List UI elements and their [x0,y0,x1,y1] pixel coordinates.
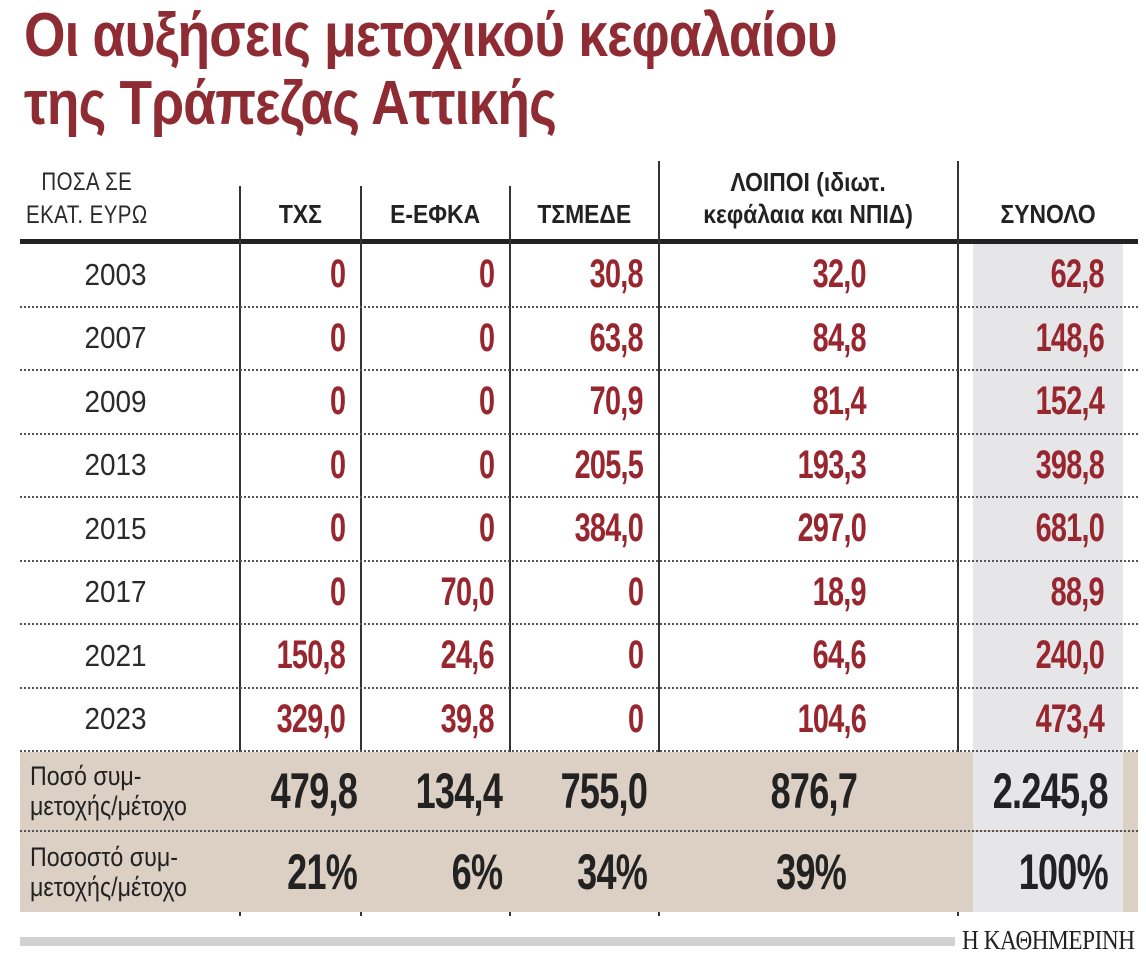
total-summary: 2.245,8 [992,763,1109,819]
total-cell: 62,8 [1050,252,1105,297]
column-divider [509,186,511,916]
txs-cell: 0 [329,315,346,360]
tsmede-cell: 205,5 [574,442,644,487]
header-loipoi: ΛΟΙΠΟΙ (ιδιωτ. κεφάλαια και ΝΠΙΔ) [659,156,958,240]
title-line-2: της Τράπεζας Αττικής [24,69,557,138]
title-line-1: Οι αυξήσεις μετοχικού κεφαλαίου [24,1,838,70]
header-loipoi-line-1: ΛΟΙΠΟΙ (ιδιωτ. [730,167,887,197]
loipoi-cell: 18,9 [812,569,867,614]
loipoi-cell: 32,0 [812,252,867,297]
header-rule [20,239,1138,244]
total-cell: 240,0 [1035,633,1105,678]
year-cell: 2017 [83,574,147,610]
total-cell: 152,4 [1035,379,1105,424]
total-column-background [973,752,1123,830]
tsmede-cell: 0 [627,633,644,678]
table-row: 2023 329,0 39,8 0 104,6 473,4 [20,689,1138,752]
loipoi-cell: 104,6 [797,696,867,741]
loipoi-cell: 297,0 [797,506,867,551]
tsmede-cell: 63,8 [589,315,644,360]
efka-cell: 0 [478,315,495,360]
table-row: 2003 0 0 30,8 32,0 62,8 [20,244,1138,308]
year-cell: 2007 [83,320,147,356]
header-efka: Ε-ΕΦΚΑ [390,199,481,229]
loipoi-cell: 64,6 [812,633,867,678]
header-total: ΣΥΝΟΛΟ [1000,199,1096,229]
table-row: 2013 0 0 205,5 193,3 398,8 [20,435,1138,498]
efka-cell: 24,6 [440,633,495,678]
summary-label: Ποσό συμ-μετοχής/μέτοχο [30,761,187,821]
summary-row-amount: Ποσό συμ-μετοχής/μέτοχο 479,8 134,4 755,… [20,752,1138,832]
tsmede-summary: 34% [577,844,648,900]
table-row: 2007 0 0 63,8 84,8 148,6 [20,308,1138,371]
loipoi-cell: 84,8 [812,315,867,360]
table-row: 2009 0 0 70,9 81,4 152,4 [20,371,1138,435]
chart-title: Οι αυξήσεις μετοχικού κεφαλαίου της Τράπ… [24,1,838,138]
txs-cell: 0 [329,252,346,297]
publisher-logo: Η ΚΑΘΗΜΕΡΙΝΗ [962,925,1135,955]
tsmede-cell: 0 [627,696,644,741]
efka-cell: 0 [478,506,495,551]
tsmede-summary: 755,0 [560,763,648,819]
year-cell: 2009 [83,383,147,419]
year-cell: 2003 [83,256,147,292]
summary-row-percentage: Ποσοστό συμ-μετοχής/μέτοχο 21% 6% 34% 39… [20,832,1138,912]
txs-cell: 329,0 [276,696,346,741]
header-tsmede: ΤΣΜΕΔΕ [537,199,632,229]
total-summary: 100% [1018,844,1109,900]
year-cell: 2015 [83,510,147,546]
year-cell: 2013 [83,447,147,483]
total-cell: 473,4 [1035,696,1105,741]
txs-cell: 150,8 [276,633,346,678]
efka-cell: 70,0 [440,569,495,614]
txs-cell: 0 [329,442,346,487]
header-unit-line-2: ΕΚΑΤ. ΕΥΡΩ [26,201,148,229]
table-header: ΠΟΣΑ ΣΕ ΕΚΑΤ. ΕΥΡΩ ΤΧΣ Ε-ΕΦΚΑ ΤΣΜΕΔΕ ΛΟΙΠ… [20,156,1138,244]
efka-cell: 39,8 [440,696,495,741]
total-cell: 681,0 [1035,506,1105,551]
column-divider [957,161,959,916]
txs-cell: 0 [329,379,346,424]
loipoi-cell: 81,4 [812,379,867,424]
table-row: 2017 0 70,0 0 18,9 88,9 [20,562,1138,625]
total-cell: 398,8 [1035,442,1105,487]
total-column-background [973,244,1123,752]
column-divider [360,186,362,916]
header-txs: ΤΧΣ [279,199,322,229]
tsmede-cell: 30,8 [589,252,644,297]
table-row: 2015 0 0 384,0 297,0 681,0 [20,498,1138,562]
tsmede-cell: 0 [627,569,644,614]
efka-cell: 0 [478,379,495,424]
loipoi-summary: 876,7 [771,763,858,819]
txs-summary: 21% [287,844,358,900]
txs-cell: 0 [329,506,346,551]
tsmede-cell: 384,0 [574,506,644,551]
header-unit: ΠΟΣΑ ΣΕ ΕΚΑΤ. ΕΥΡΩ [20,156,240,240]
summary-label: Ποσοστό συμ-μετοχής/μέτοχο [30,842,187,902]
table-row: 2021 150,8 24,6 0 64,6 240,0 [20,625,1138,689]
year-cell: 2021 [83,637,147,673]
efka-cell: 0 [478,442,495,487]
total-cell: 148,6 [1035,315,1105,360]
txs-summary: 479,8 [270,763,358,819]
efka-summary: 6% [451,844,502,900]
header-unit-line-1: ΠΟΣΑ ΣΕ [41,168,133,196]
efka-summary: 134,4 [415,763,503,819]
loipoi-cell: 193,3 [797,442,867,487]
table-body: 2003 0 0 30,8 32,0 62,8 2007 0 0 63,8 84… [20,244,1138,752]
year-cell: 2023 [83,701,147,737]
footer-bar [20,937,955,946]
total-column-background [973,832,1123,912]
efka-cell: 0 [478,252,495,297]
txs-cell: 0 [329,569,346,614]
tsmede-cell: 70,9 [589,379,644,424]
loipoi-summary: 39% [776,844,847,900]
total-cell: 88,9 [1050,569,1105,614]
summary-rows: Ποσό συμ-μετοχής/μέτοχο 479,8 134,4 755,… [20,752,1138,912]
column-divider [239,186,241,916]
capital-increase-table: ΠΟΣΑ ΣΕ ΕΚΑΤ. ΕΥΡΩ ΤΧΣ Ε-ΕΦΚΑ ΤΣΜΕΔΕ ΛΟΙΠ… [20,156,1138,916]
column-divider [658,161,660,916]
header-loipoi-line-2: κεφάλαια και ΝΠΙΔ) [703,199,914,229]
